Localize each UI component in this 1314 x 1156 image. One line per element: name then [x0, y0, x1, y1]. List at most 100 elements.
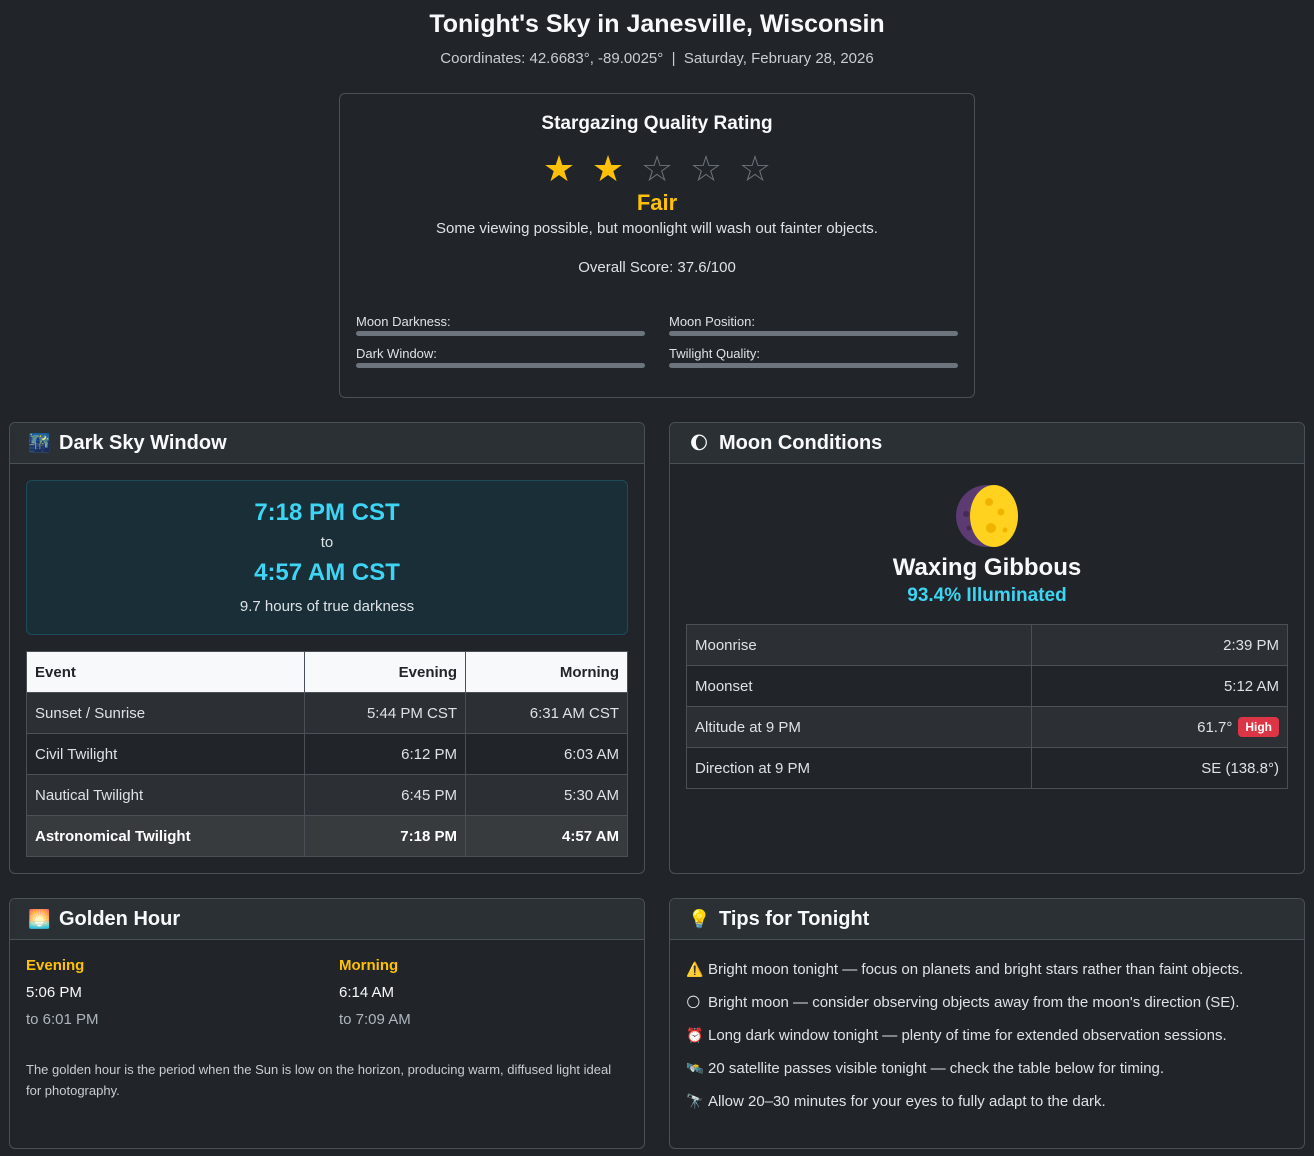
table-row: Direction at 9 PM SE (138.8°) [686, 747, 1288, 789]
card-header: 🌃 Dark Sky Window [10, 423, 644, 464]
dark-window-summary: 7:18 PM CST to 4:57 AM CST 9.7 hours of … [26, 480, 628, 635]
date-text: Saturday, February 28, 2026 [683, 50, 874, 67]
darkness-hours: 9.7 hours of true darkness [239, 598, 415, 615]
metric-label: Moon Position: [669, 314, 755, 329]
metric-twilight-quality: Twilight Quality: [669, 346, 958, 368]
event-name: Sunset / Sunrise [26, 692, 305, 734]
coordinates-text: Coordinates: 42.6683°, -89.0025° [440, 50, 664, 67]
moon-detail-label: Direction at 9 PM [686, 747, 1032, 789]
morning-time: 4:57 AM [465, 815, 628, 857]
dark-sky-window-card: 🌃 Dark Sky Window 7:18 PM CST to 4:57 AM… [9, 422, 645, 874]
moon-details-table: Moonrise 2:39 PM Moonset 5:12 AM Altitud… [686, 624, 1288, 789]
table-row: Nautical Twilight 6:45 PM 5:30 AM [26, 774, 628, 816]
star-empty-icon: ☆ [689, 148, 723, 189]
golden-hour-label: Morning [339, 957, 399, 974]
table-row: Altitude at 9 PM 61.7° High [686, 706, 1288, 748]
card-title: Golden Hour [59, 907, 181, 930]
evening-time: 5:44 PM CST [304, 692, 466, 734]
golden-hour-end: to 6:01 PM [26, 1011, 99, 1028]
moon-detail-label: Moonset [686, 665, 1032, 707]
event-name: Astronomical Twilight [26, 815, 305, 857]
metric-bar [669, 331, 958, 336]
moon-detail-value: SE (138.8°) [1031, 747, 1288, 789]
metric-label: Twilight Quality: [669, 346, 761, 361]
golden-hour-end: to 7:09 AM [339, 1011, 411, 1028]
golden-hour-start: 5:06 PM [26, 984, 82, 1001]
overall-score: Overall Score: 37.6/100 [578, 259, 736, 276]
tip-item: 🌕 Bright moon — consider observing object… [686, 990, 1288, 1015]
table-header-row: Event Evening Morning [26, 651, 628, 693]
star-empty-icon: ☆ [738, 148, 772, 189]
waxing-gibbous-moon-icon [956, 485, 1018, 547]
morning-time: 6:31 AM CST [465, 692, 628, 734]
subtitle-separator: | [671, 50, 676, 67]
metric-dark-window: Dark Window: [356, 346, 645, 368]
evening-time: 6:45 PM [304, 774, 466, 816]
stargazing-rating-card: Stargazing Quality Rating ★ ★ ☆ ☆ ☆ Fair Som… [339, 93, 975, 398]
golden-hour-start: 6:14 AM [339, 984, 395, 1001]
tip-text: 20 satellite passes visible tonight — ch… [708, 1060, 1165, 1077]
card-title: Dark Sky Window [59, 431, 227, 454]
page-title: Tonight's Sky in Janesville, Wisconsin [429, 10, 885, 38]
rating-label: Fair [636, 190, 678, 215]
evening-time: 7:18 PM [304, 815, 466, 857]
moon-icon: 🌔 [689, 432, 709, 453]
morning-time: 5:30 AM [465, 774, 628, 816]
evening-time: 6:12 PM [304, 733, 466, 775]
table-row: Astronomical Twilight 7:18 PM 4:57 AM [26, 815, 628, 857]
dark-to-label: to [320, 534, 334, 551]
card-title: Tips for Tonight [719, 907, 870, 930]
column-header: Morning [465, 651, 628, 693]
tips-list: ⚠️ Bright moon tonight — focus on planets… [686, 957, 1288, 1122]
golden-hour-evening: Evening 5:06 PM to 6:01 PM [26, 957, 99, 1028]
rating-metrics: Moon Darkness: Moon Position: Dark Windo… [356, 314, 958, 368]
full-moon-icon: 🌕 [686, 994, 701, 1010]
column-header: Evening [304, 651, 466, 693]
metric-bar [356, 331, 645, 336]
page-header: Tonight's Sky in Janesville, Wisconsin C… [0, 0, 1314, 67]
star-filled-icon: ★ [591, 148, 625, 189]
metric-moon-position: Moon Position: [669, 314, 958, 336]
golden-hour-card: 🌅 Golden Hour Evening 5:06 PM to 6:01 PM… [9, 898, 645, 1149]
table-row: Moonset 5:12 AM [686, 665, 1288, 707]
dark-end-time: 4:57 AM CST [254, 559, 400, 586]
tip-item: ⚠️ Bright moon tonight — focus on planets… [686, 957, 1288, 982]
event-name: Nautical Twilight [26, 774, 305, 816]
star-filled-icon: ★ [542, 148, 576, 189]
dark-start-time: 7:18 PM CST [254, 499, 400, 526]
metric-bar [669, 363, 958, 368]
metric-moon-darkness: Moon Darkness: [356, 314, 645, 336]
moon-detail-value-cell: 61.7° High [1031, 706, 1288, 748]
satellite-icon: 🛰️ [686, 1060, 704, 1076]
moon-detail-value: 2:39 PM [1031, 624, 1288, 666]
table-row: Moonrise 2:39 PM [686, 624, 1288, 666]
sunrise-icon: 🌅 [28, 908, 51, 929]
tip-item: ⏰ Long dark window tonight — plenty of ti… [686, 1023, 1288, 1048]
card-header: 💡 Tips for Tonight [670, 899, 1304, 940]
telescope-icon: 🔭 [686, 1093, 704, 1109]
tip-text: Allow 20–30 minutes for your eyes to ful… [708, 1093, 1106, 1110]
tips-card: 💡 Tips for Tonight ⚠️ Bright moon tonight… [669, 898, 1305, 1149]
card-header: 🌅 Golden Hour [10, 899, 644, 940]
page-subtitle: Coordinates: 42.6683°, -89.0025° | Satur… [0, 50, 1314, 67]
tip-text: Bright moon tonight — focus on planets a… [708, 961, 1244, 978]
tip-text: Bright moon — consider observing objects… [708, 994, 1240, 1011]
card-title: Moon Conditions [719, 431, 883, 454]
moon-conditions-card: 🌔 Moon Conditions Waxing Gibbous 93.4% I… [669, 422, 1305, 874]
star-empty-icon: ☆ [640, 148, 674, 189]
morning-time: 6:03 AM [465, 733, 628, 775]
moon-illumination: 93.4% Illuminated [907, 585, 1067, 606]
tip-item: 🔭 Allow 20–30 minutes for your eyes to fu… [686, 1089, 1288, 1114]
rating-description: Some viewing possible, but moonlight wil… [436, 220, 878, 237]
golden-hour-morning: Morning 6:14 AM to 7:09 AM [339, 957, 411, 1028]
moon-phase: Waxing Gibbous [892, 554, 1082, 581]
golden-hour-label: Evening [26, 957, 85, 974]
warning-icon: ⚠️ [686, 961, 704, 977]
metric-label: Dark Window: [356, 346, 437, 361]
lightbulb-icon: 💡 [688, 908, 711, 929]
alarm-clock-icon: ⏰ [686, 1027, 704, 1043]
metric-label: Moon Darkness: [356, 314, 451, 329]
column-header: Event [26, 651, 305, 693]
moon-detail-value: 61.7° [1197, 719, 1233, 736]
moon-detail-label: Altitude at 9 PM [686, 706, 1032, 748]
